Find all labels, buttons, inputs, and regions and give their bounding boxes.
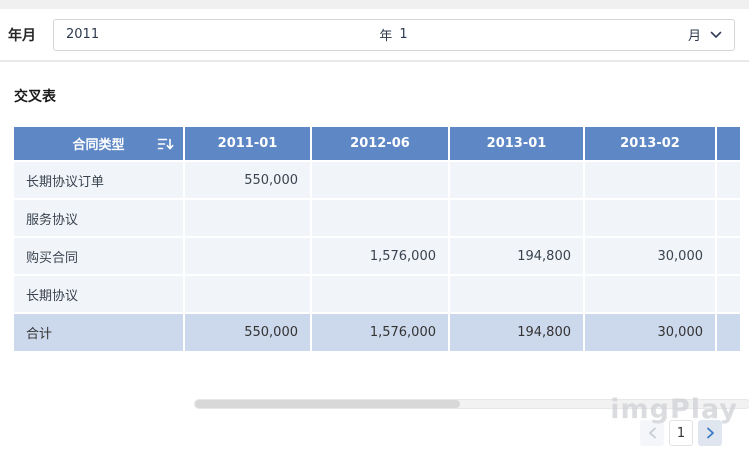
row-label: 长期协议 [14, 276, 185, 314]
year-month-picker[interactable]: 2011 年 1 月 [53, 18, 735, 51]
row-label: 购买合同 [14, 238, 185, 276]
cell-value [450, 200, 585, 238]
cell-value [585, 162, 717, 200]
next-page-button[interactable] [698, 420, 722, 446]
header-row: 合同类型 2011-01 [14, 127, 740, 162]
cell-value [185, 200, 312, 238]
cell-value [450, 162, 585, 200]
cell-clipped [717, 238, 740, 276]
chevron-right-icon [706, 427, 714, 439]
total-cell-value: 550,000 [185, 314, 312, 353]
cell-clipped [717, 200, 740, 238]
sort-descending-icon[interactable] [157, 137, 174, 151]
cell-clipped [717, 276, 740, 314]
scrollbar-thumb[interactable] [195, 400, 460, 408]
cell-value: 1,576,000 [312, 238, 450, 276]
year-unit-label: 年 [379, 29, 393, 44]
horizontal-scrollbar[interactable] [194, 399, 749, 409]
cell-value [585, 276, 717, 314]
table-row: 服务协议 [14, 200, 740, 238]
chevron-left-icon [648, 427, 656, 439]
total-row: 合计 550,000 1,576,000 194,800 30,000 [14, 314, 740, 353]
cell-value [185, 238, 312, 276]
cell-value [585, 200, 717, 238]
total-row-label: 合计 [14, 314, 185, 353]
total-cell-value: 1,576,000 [312, 314, 450, 353]
column-header-2013-02[interactable]: 2013-02 [585, 127, 717, 162]
section-title: 交叉表 [14, 89, 56, 105]
total-cell-value: 194,800 [450, 314, 585, 353]
month-value[interactable]: 1 [399, 27, 408, 42]
cross-table: 合同类型 2011-01 [14, 127, 740, 353]
cell-clipped [717, 162, 740, 200]
table-row: 购买合同 1,576,000 194,800 30,000 [14, 238, 740, 276]
row-label: 长期协议订单 [14, 162, 185, 200]
year-month-label: 年月 [8, 27, 36, 44]
column-header-label: 合同类型 [72, 138, 125, 153]
top-strip [0, 0, 749, 9]
year-value[interactable]: 2011 [66, 27, 100, 42]
pagination: 1 [14, 420, 722, 446]
column-header-2013-01[interactable]: 2013-01 [450, 127, 585, 162]
table-row: 长期协议订单 550,000 [14, 162, 740, 200]
table-row: 长期协议 [14, 276, 740, 314]
cell-clipped [717, 314, 740, 353]
column-header-contract-type[interactable]: 合同类型 [14, 127, 185, 162]
prev-page-button[interactable] [640, 420, 664, 446]
column-header-2012-06[interactable]: 2012-06 [312, 127, 450, 162]
column-header-clipped[interactable] [717, 127, 740, 162]
filter-toolbar: 年月 2011 年 1 月 [0, 9, 749, 62]
cross-table-section: 交叉表 合同类型 [0, 86, 749, 446]
month-unit-label: 月 [687, 29, 701, 44]
cell-value: 194,800 [450, 238, 585, 276]
cell-value [185, 276, 312, 314]
row-label: 服务协议 [14, 200, 185, 238]
cell-value [450, 276, 585, 314]
cell-value: 30,000 [585, 238, 717, 276]
cell-value [312, 276, 450, 314]
cell-value [312, 162, 450, 200]
total-cell-value: 30,000 [585, 314, 717, 353]
cell-value [312, 200, 450, 238]
column-header-2011-01[interactable]: 2011-01 [185, 127, 312, 162]
current-page-number[interactable]: 1 [669, 420, 693, 446]
chevron-down-icon[interactable] [710, 31, 722, 39]
cell-value: 550,000 [185, 162, 312, 200]
cross-table-viewport: 合同类型 2011-01 [14, 127, 740, 353]
